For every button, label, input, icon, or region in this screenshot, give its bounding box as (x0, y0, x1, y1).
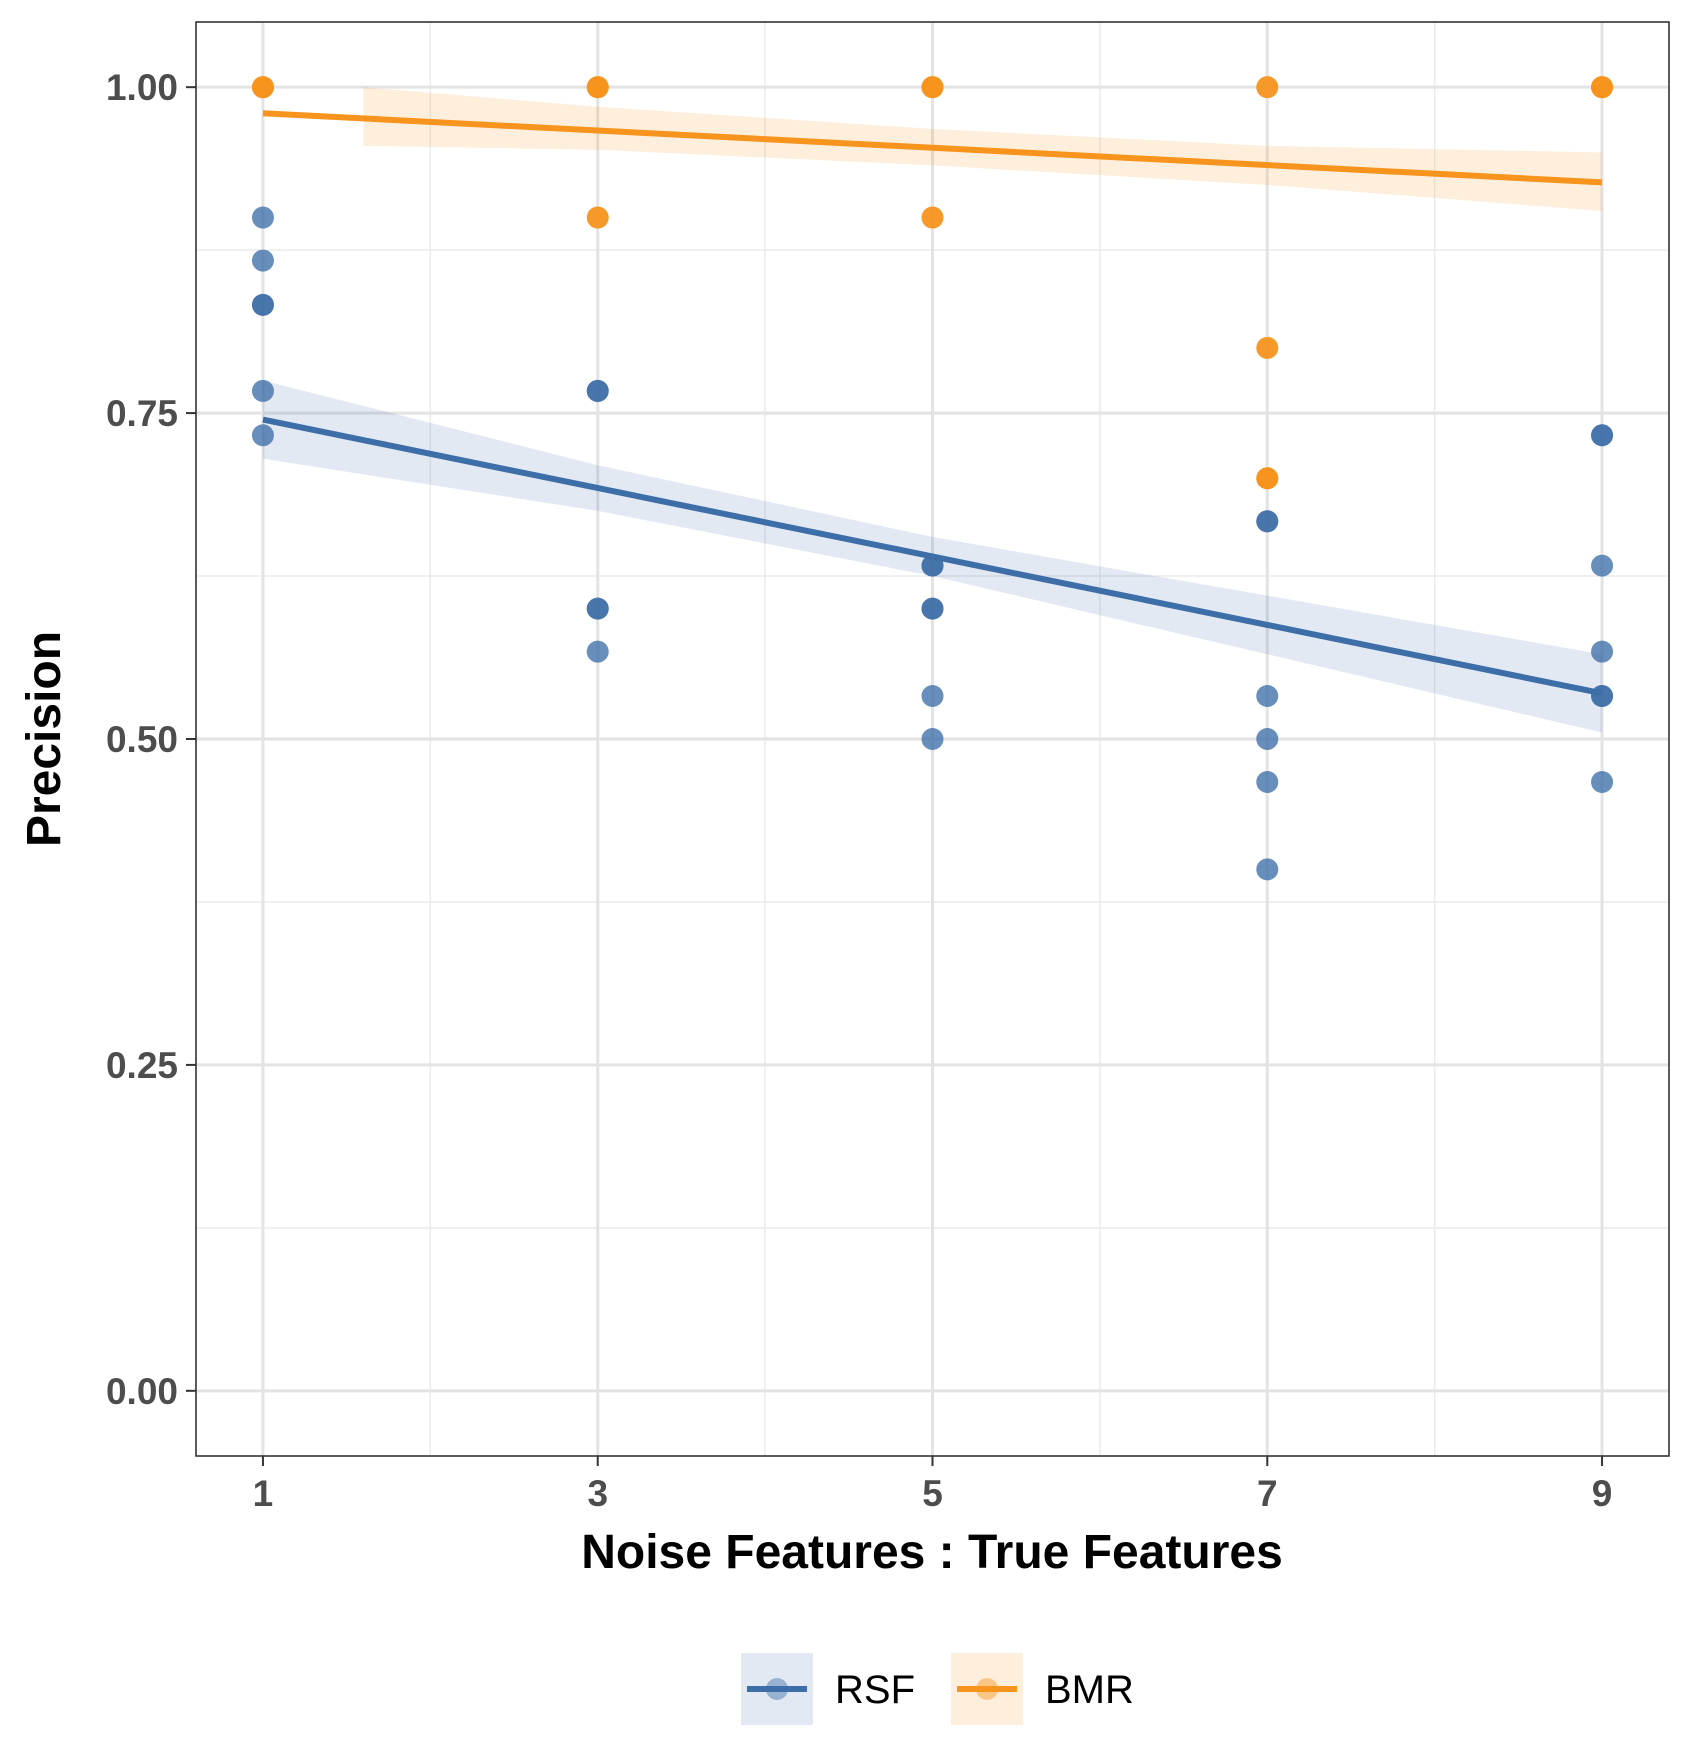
legend-point-rsf (766, 1678, 788, 1700)
legend-label-rsf: RSF (835, 1668, 915, 1712)
data-point-rsf (1256, 771, 1279, 794)
fit-lines (262, 110, 1603, 697)
data-point-rsf (586, 640, 609, 663)
data-point-rsf (1256, 728, 1279, 750)
fit-line-bmr (262, 110, 1603, 186)
data-point-bmr (921, 206, 944, 229)
data-point-rsf (921, 728, 944, 750)
data-point-bmr (251, 76, 274, 99)
x-tick-label: 7 (1257, 1473, 1278, 1514)
data-point-bmr (1256, 336, 1279, 359)
y-tick-label: 1.00 (106, 67, 178, 108)
data-point-bmr (1591, 76, 1614, 99)
data-point-rsf (251, 206, 274, 229)
x-axis-title: Noise Features : True Features (581, 1526, 1283, 1579)
y-axis-title: Precision (18, 631, 71, 847)
data-point-rsf (251, 293, 274, 316)
data-point-rsf (586, 597, 609, 620)
x-tick-label: 9 (1592, 1473, 1613, 1514)
data-point-rsf (1591, 684, 1614, 707)
data-point-rsf (1256, 684, 1279, 707)
data-point-rsf (921, 597, 944, 620)
x-tick-label: 3 (587, 1473, 608, 1514)
y-tick-label: 0.00 (106, 1371, 178, 1412)
x-axis: 1 3 5 7 9 (253, 1456, 1613, 1514)
x-tick-label: 5 (922, 1473, 943, 1514)
y-axis: 0.00 0.25 0.50 0.75 1.00 (106, 67, 196, 1412)
data-point-bmr (1256, 76, 1279, 99)
data-point-rsf (251, 379, 274, 402)
x-tick-label: 1 (253, 1473, 274, 1514)
fit-line-rsf (262, 416, 1603, 697)
data-point-rsf (1256, 510, 1279, 533)
legend-point-bmr (976, 1678, 998, 1700)
y-tick-label: 0.25 (106, 1045, 178, 1086)
data-point-rsf (921, 684, 944, 707)
y-tick-label: 0.50 (106, 719, 178, 760)
y-tick-label: 0.75 (106, 393, 178, 434)
data-point-rsf (1591, 771, 1614, 794)
data-point-rsf (251, 424, 274, 447)
data-point-bmr (586, 76, 609, 99)
data-point-rsf (1591, 424, 1614, 447)
data-point-rsf (1591, 640, 1614, 663)
data-points (251, 76, 1614, 881)
legend-label-bmr: BMR (1045, 1668, 1134, 1712)
data-point-bmr (586, 206, 609, 229)
data-point-rsf (1591, 554, 1614, 577)
data-point-rsf (251, 249, 274, 272)
data-point-bmr (921, 76, 944, 99)
data-point-rsf (1256, 858, 1279, 881)
legend: RSF BMR (741, 1653, 1134, 1725)
data-point-bmr (1256, 467, 1279, 490)
data-point-rsf (586, 379, 609, 402)
